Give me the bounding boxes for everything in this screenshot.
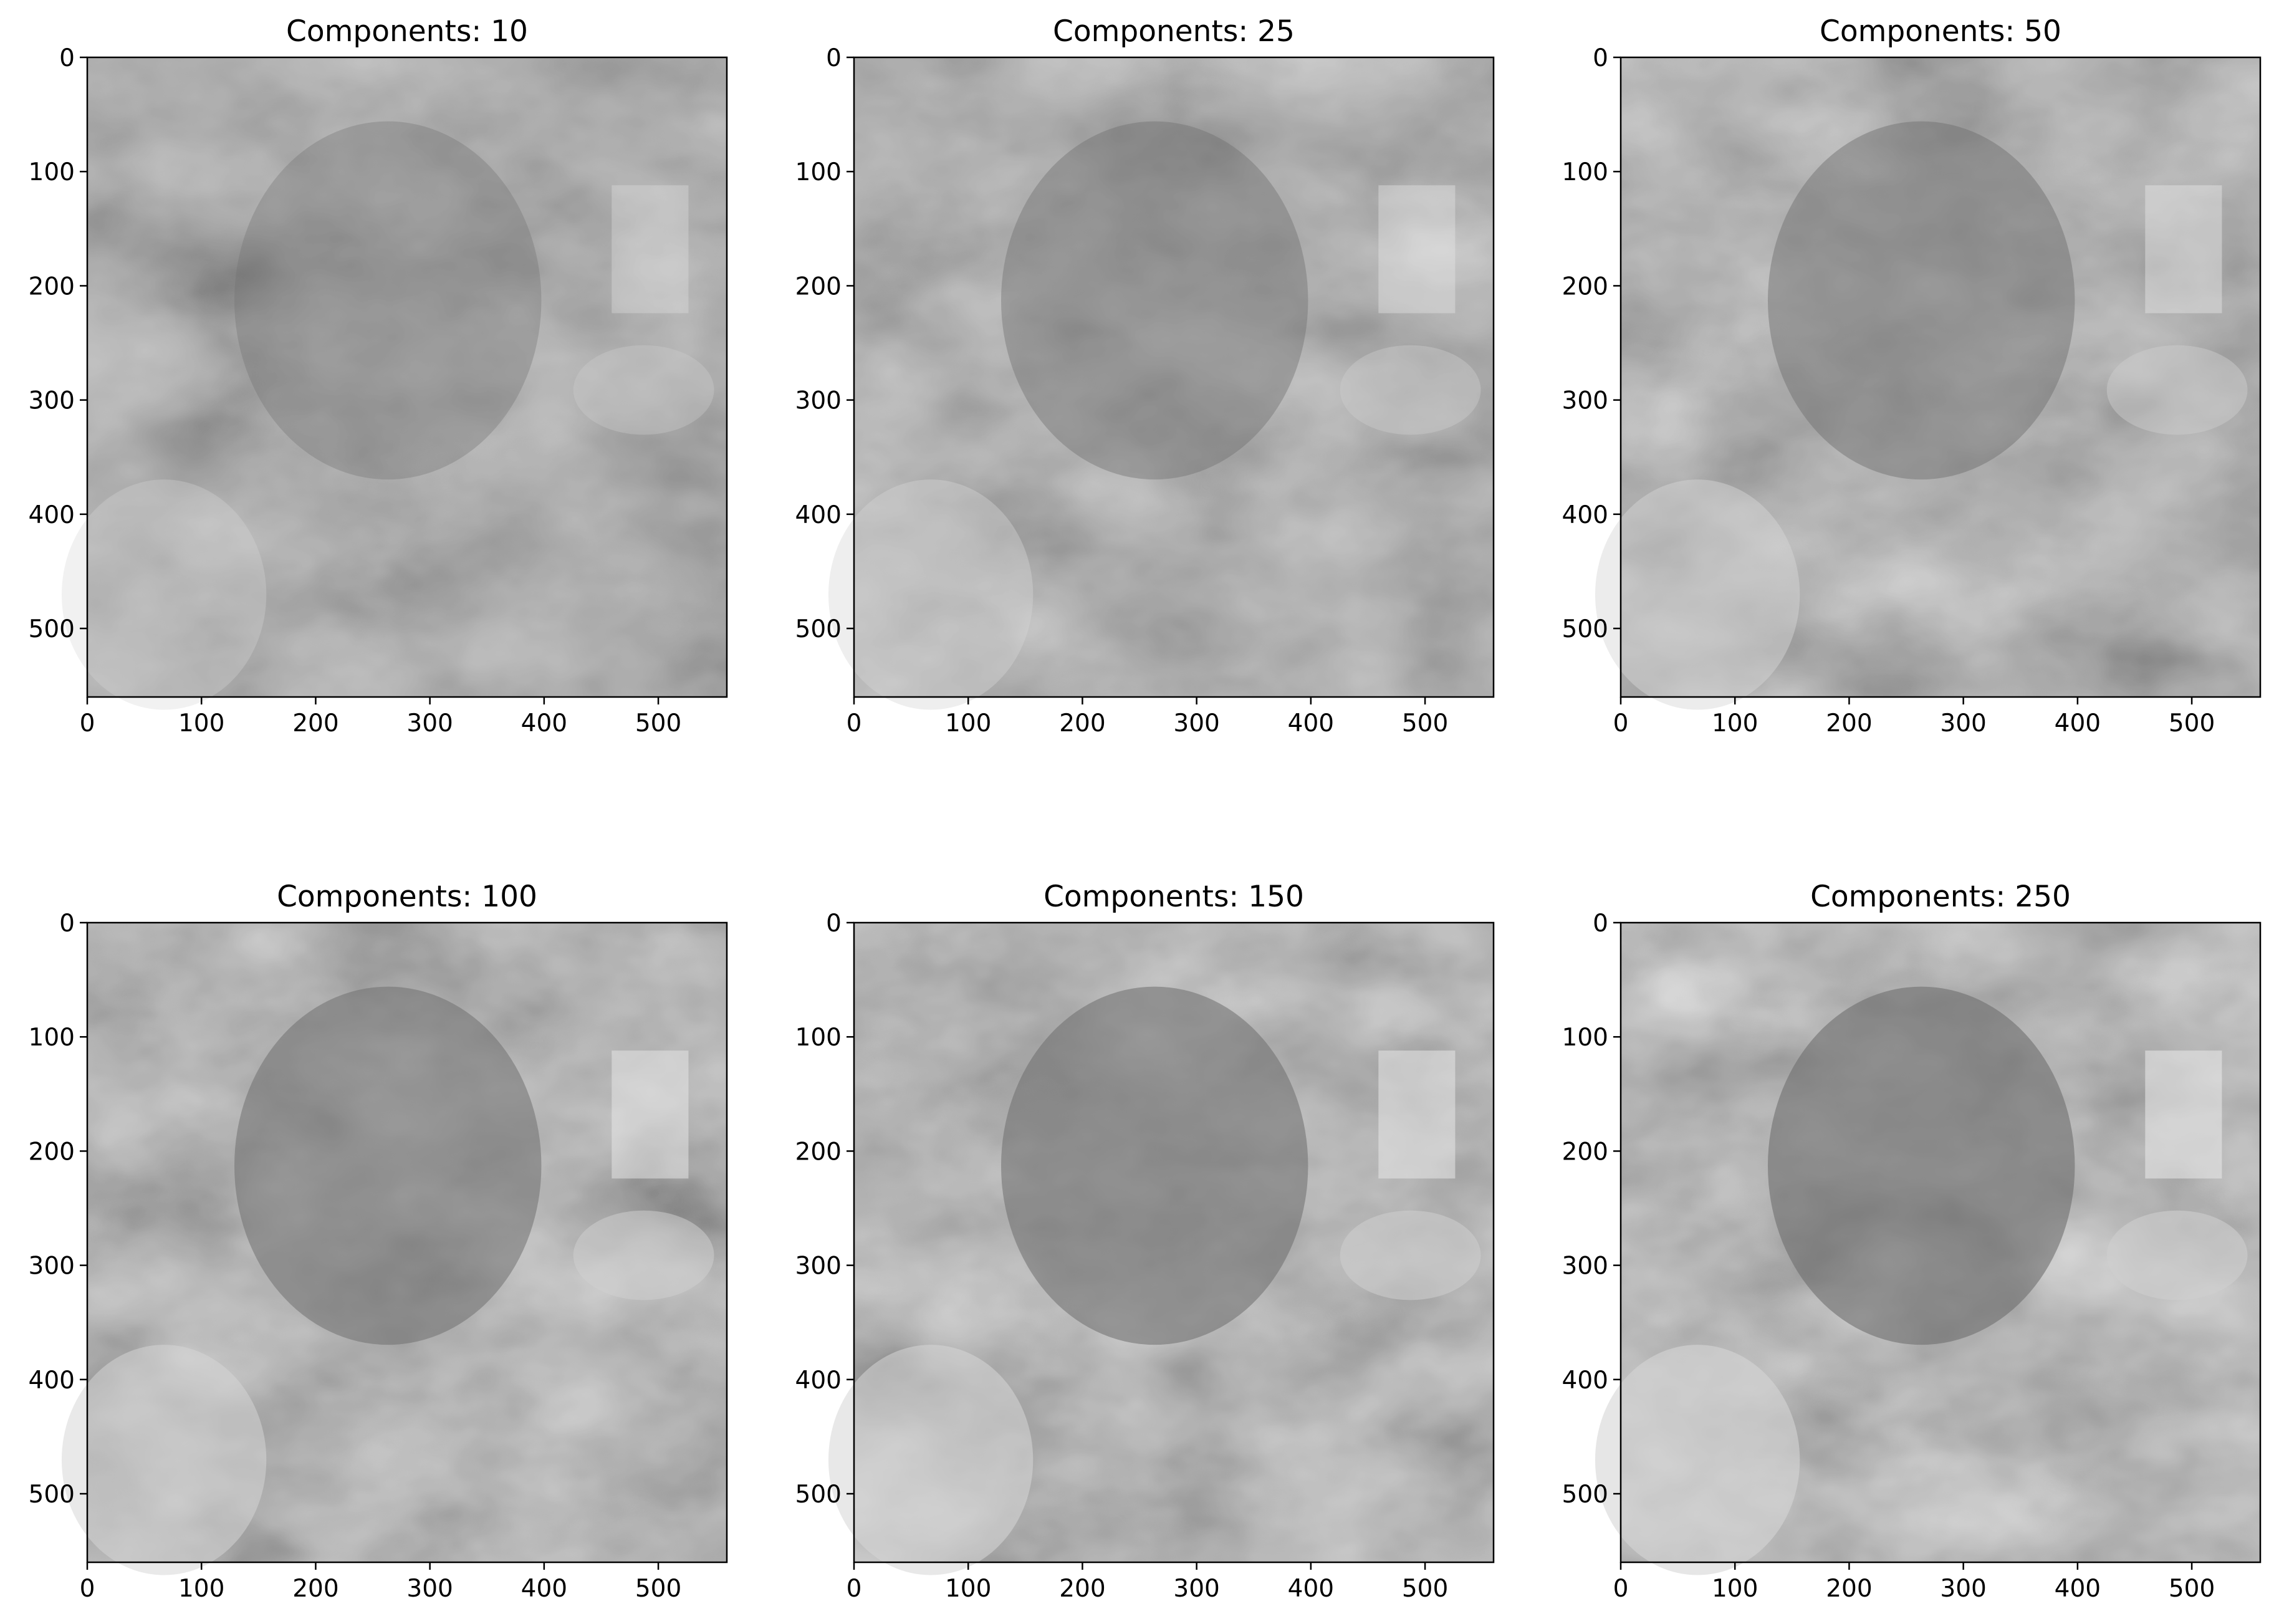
y-tick-label: 200 [29, 272, 75, 300]
x-tick-label: 200 [1059, 1575, 1105, 1603]
axes-frame [86, 56, 728, 698]
x-tick-label: 200 [1826, 709, 1872, 738]
y-tick-label: 400 [1562, 1367, 1608, 1395]
y-tick-label: 400 [29, 501, 75, 529]
y-tick-label: 200 [795, 1138, 842, 1166]
axes-frame [853, 921, 1495, 1564]
x-tick-label: 300 [406, 1575, 453, 1603]
x-tick-label: 100 [1712, 709, 1758, 738]
y-tick-label: 200 [1562, 1138, 1608, 1166]
x-tick-label: 300 [1940, 709, 1986, 738]
y-tick-label: 0 [1593, 44, 1608, 72]
x-tick-label: 300 [406, 709, 453, 738]
y-tick-label: 300 [795, 387, 842, 415]
y-tick-label: 0 [826, 910, 842, 938]
y-tick-label: 400 [29, 1367, 75, 1395]
reconstructed-image [828, 923, 1494, 1575]
x-tick-label: 100 [178, 709, 224, 738]
subplot-panel: Components: 100 0 100 200 300 400 500 0 100 200 30… [29, 880, 728, 1603]
y-tick-label: 0 [1593, 910, 1608, 938]
reconstructed-image [1595, 57, 2260, 710]
x-tick-label: 200 [292, 1575, 338, 1603]
subplot-title: Components: 50 [1820, 14, 2061, 49]
axes-frame [1619, 56, 2262, 698]
x-tick-label: 400 [1288, 709, 1334, 738]
x-tick-label: 0 [1613, 709, 1629, 738]
y-tick-label: 300 [1562, 1252, 1608, 1280]
subplot-panel: Components: 25 0 100 200 300 400 500 0 100 200 300… [795, 14, 1495, 738]
x-tick-label: 200 [1826, 1575, 1872, 1603]
x-tick-label: 400 [1288, 1575, 1334, 1603]
x-tick-label: 0 [80, 1575, 95, 1603]
x-tick-label: 500 [635, 1575, 681, 1603]
y-tick-label: 100 [29, 158, 75, 186]
y-tick-label: 0 [59, 910, 75, 938]
x-tick-label: 300 [1173, 709, 1219, 738]
y-tick-label: 500 [1562, 1481, 1608, 1509]
reconstructed-image [1595, 923, 2260, 1575]
x-tick-label: 400 [521, 709, 567, 738]
x-tick-label: 500 [2169, 1575, 2215, 1603]
y-tick-label: 500 [795, 615, 842, 643]
y-tick-label: 300 [1562, 387, 1608, 415]
x-tick-label: 0 [847, 709, 862, 738]
x-tick-label: 500 [1402, 709, 1448, 738]
x-tick-label: 100 [945, 1575, 991, 1603]
x-tick-label: 500 [1402, 1575, 1448, 1603]
subplot-panel: Components: 10 0 100 200 300 400 500 0 100 200 300… [29, 14, 728, 738]
y-tick-label: 0 [59, 44, 75, 72]
subplot-title: Components: 10 [286, 14, 528, 49]
subplot-title: Components: 150 [1044, 880, 1304, 914]
axes-frame [86, 921, 728, 1564]
reconstructed-image [61, 57, 727, 710]
y-tick-label: 100 [29, 1024, 75, 1052]
subplot-title: Components: 250 [1810, 880, 2071, 914]
y-tick-label: 500 [29, 1481, 75, 1509]
x-tick-label: 200 [292, 709, 338, 738]
x-tick-label: 200 [1059, 709, 1105, 738]
axes-frame [853, 56, 1495, 698]
reconstructed-image [828, 57, 1494, 710]
subplot-panel: Components: 250 0 100 200 300 400 500 0 100 200 30… [1562, 880, 2262, 1603]
y-tick-label: 0 [826, 44, 842, 72]
x-tick-label: 100 [178, 1575, 224, 1603]
x-tick-label: 300 [1940, 1575, 1986, 1603]
x-tick-label: 500 [635, 709, 681, 738]
x-tick-label: 100 [945, 709, 991, 738]
x-tick-label: 100 [1712, 1575, 1758, 1603]
subplot-panel: Components: 50 0 100 200 300 400 500 0 100 200 300… [1562, 14, 2262, 738]
y-tick-label: 100 [795, 1024, 842, 1052]
x-tick-label: 400 [521, 1575, 567, 1603]
x-tick-label: 300 [1173, 1575, 1219, 1603]
x-tick-label: 0 [1613, 1575, 1629, 1603]
y-tick-label: 400 [795, 501, 842, 529]
reconstructed-image [61, 923, 727, 1575]
y-tick-label: 300 [29, 387, 75, 415]
x-tick-label: 400 [2055, 1575, 2101, 1603]
y-tick-label: 100 [1562, 158, 1608, 186]
x-tick-label: 500 [2169, 709, 2215, 738]
y-tick-label: 100 [795, 158, 842, 186]
y-tick-label: 500 [29, 615, 75, 643]
x-tick-label: 0 [80, 709, 95, 738]
x-tick-label: 0 [847, 1575, 862, 1603]
subplot-title: Components: 100 [277, 880, 537, 914]
y-tick-label: 300 [795, 1252, 842, 1280]
y-tick-label: 300 [29, 1252, 75, 1280]
y-tick-label: 500 [795, 1481, 842, 1509]
y-tick-label: 100 [1562, 1024, 1608, 1052]
y-tick-label: 400 [1562, 501, 1608, 529]
y-tick-label: 200 [1562, 272, 1608, 300]
x-tick-label: 400 [2055, 709, 2101, 738]
y-tick-label: 200 [795, 272, 842, 300]
y-tick-label: 500 [1562, 615, 1608, 643]
axes-frame [1619, 921, 2262, 1564]
subplot-title: Components: 25 [1053, 14, 1295, 49]
y-tick-label: 200 [29, 1138, 75, 1166]
subplot-panel: Components: 150 0 100 200 300 400 500 0 100 200 30… [795, 880, 1495, 1603]
y-tick-label: 400 [795, 1367, 842, 1395]
